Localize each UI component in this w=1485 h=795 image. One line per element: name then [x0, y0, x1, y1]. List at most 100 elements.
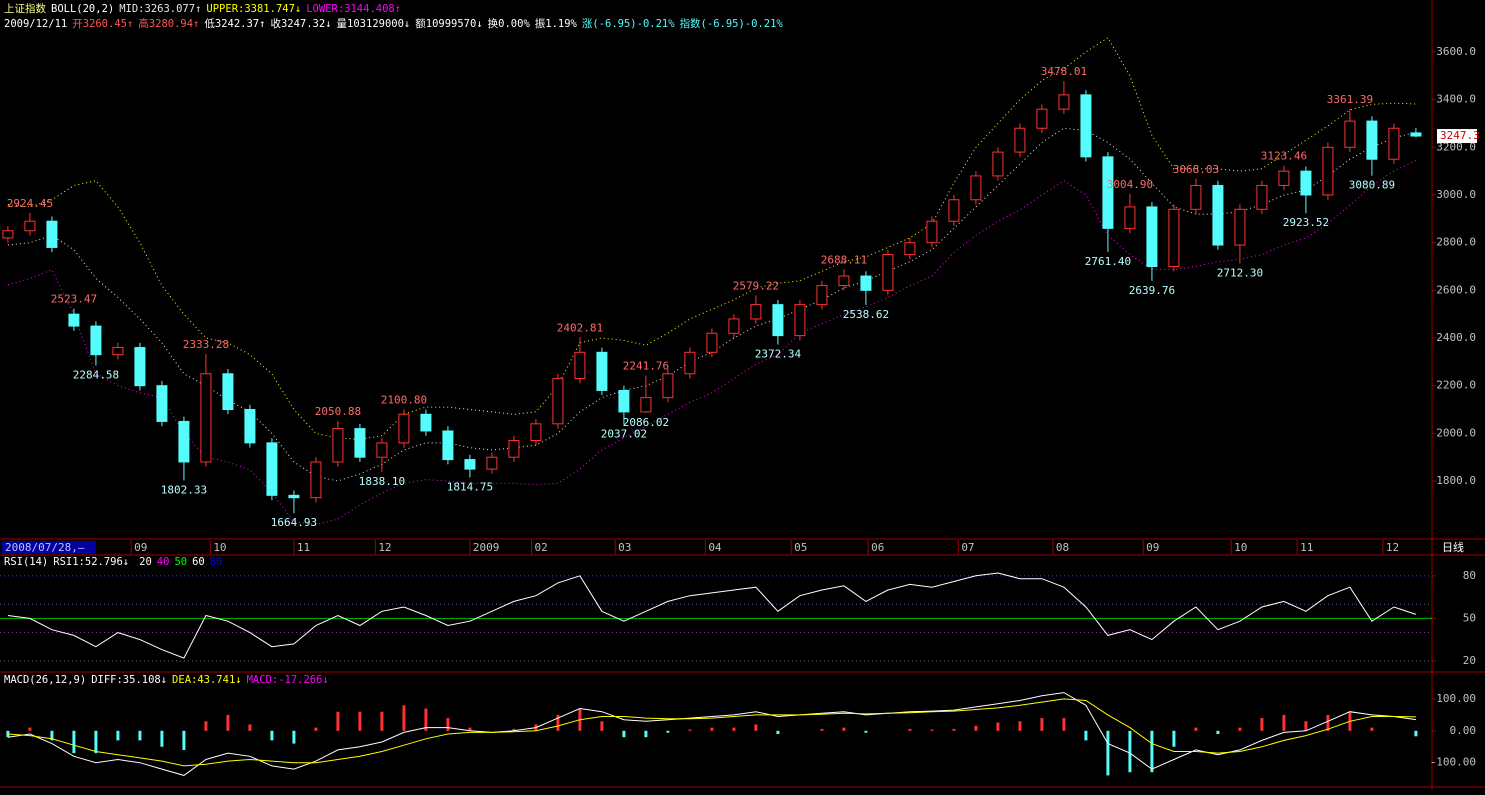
candle-body: [1124, 206, 1136, 229]
candle-body: [398, 413, 410, 444]
candle-body: [112, 347, 124, 356]
candle-body: [1344, 120, 1356, 148]
cursor-date: 2008/07/28,—: [5, 541, 85, 554]
high-label: 3478.01: [1041, 65, 1087, 78]
y-tick-label: 2200.0: [1436, 379, 1476, 392]
quote-field: 振1.19%: [534, 18, 577, 30]
x-tick-label: 2009: [473, 541, 500, 554]
candle-body: [772, 304, 784, 337]
high-label: 3068.03: [1173, 163, 1219, 176]
candle-body: [310, 461, 322, 499]
x-tick-label: 12: [1386, 541, 1399, 554]
period-label: 日线: [1442, 540, 1464, 554]
candle-body: [134, 347, 146, 387]
candle-body: [200, 373, 212, 463]
legend-entry: MID:3263.077↑: [119, 3, 202, 15]
levels: 20 40 50 60 80: [139, 556, 227, 568]
quote-field: 低3242.37↑: [204, 18, 266, 30]
quote-field: 2009/12/11: [4, 18, 68, 30]
x-tick-label: 04: [708, 541, 722, 554]
chart-title: 上证指数: [4, 3, 46, 15]
candle-body: [1058, 94, 1070, 110]
legend-entry: MACD:-17.266↓: [246, 674, 329, 686]
x-tick-label: 11: [297, 541, 310, 554]
candle-body: [1036, 108, 1048, 129]
quote-field: 收3247.32↓: [270, 18, 332, 30]
legend: RSI1:52.796↓: [53, 556, 134, 568]
high-label: 2402.81: [557, 321, 603, 334]
high-label: 2688.11: [821, 253, 867, 266]
y-tick-label: 2000.0: [1436, 426, 1476, 439]
legend: DIFF:35.108↓ DEA:43.741↓ MACD:-17.266↓: [91, 674, 334, 686]
candle-body: [222, 373, 234, 411]
y-tick-label: 3200.0: [1436, 140, 1476, 153]
x-tick-label: 03: [618, 541, 631, 554]
y-tick-label: 2400.0: [1436, 331, 1476, 344]
level-label: 80: [209, 556, 223, 568]
quote-field: 量103129000↓: [336, 18, 411, 30]
legend-entry: DEA:43.741↓: [172, 674, 242, 686]
candle-body: [1014, 127, 1026, 153]
high-label: 2241.76: [623, 360, 669, 373]
candle-body: [574, 351, 586, 380]
x-tick-label: 09: [1146, 541, 1159, 554]
candle-body: [970, 175, 982, 201]
x-tick-label: 11: [1300, 541, 1313, 554]
rsi-header: RSI(14) RSI1:52.796↓ 20 40 50 60 80: [4, 556, 232, 569]
y-tick-label: 2800.0: [1436, 236, 1476, 249]
y-tick-label: 100.00: [1436, 692, 1476, 705]
candle-body: [376, 442, 388, 458]
candle-body: [288, 494, 300, 499]
high-label: 3123.46: [1261, 150, 1307, 163]
candle-body: [904, 242, 916, 256]
candle-body: [1366, 120, 1378, 160]
candle-body: [838, 275, 850, 287]
y-tick-label: 3000.0: [1436, 188, 1476, 201]
candle-body: [266, 442, 278, 496]
main-header: 上证指数 BOLL(20,2) MID:3263.077↑ UPPER:3381.74…: [4, 3, 411, 16]
candle-body: [882, 254, 894, 291]
candle-body: [332, 428, 344, 463]
y-tick-label: 20: [1463, 654, 1476, 667]
candle-body: [794, 304, 806, 337]
macd-line: [7, 698, 1416, 767]
candle-body: [596, 351, 608, 391]
legend-entry: UPPER:3381.747↓: [206, 3, 302, 15]
level-label: 50: [174, 556, 188, 568]
candle-body: [860, 275, 872, 291]
candle-body: [1322, 146, 1334, 196]
low-label: 3080.89: [1349, 179, 1395, 192]
x-tick-label: 05: [794, 541, 807, 554]
candle-body: [244, 409, 256, 444]
low-label: 1664.93: [271, 516, 317, 529]
quote-info: 2009/12/11 开3260.45↑ 高3280.94↑ 低3242.37↑ 收32…: [4, 18, 788, 31]
quote-field: 开3260.45↑: [72, 18, 134, 30]
candle-body: [552, 378, 564, 425]
candle-body: [1080, 94, 1092, 158]
high-label: 2100.80: [381, 393, 427, 406]
quote-field: 高3280.94↑: [138, 18, 200, 30]
macd-line: [7, 692, 1416, 776]
x-tick-label: 02: [535, 541, 548, 554]
indicator-name: RSI(14): [4, 556, 49, 568]
legend-entry: DIFF:35.108↓: [91, 674, 168, 686]
candle-body: [1256, 184, 1268, 210]
high-label: 2333.28: [183, 338, 229, 351]
y-tick-label: 80: [1463, 569, 1476, 582]
boll-band: [7, 36, 1416, 440]
candle-body: [706, 332, 718, 353]
low-label: 2086.02: [623, 416, 669, 429]
low-label: 2538.62: [843, 308, 889, 321]
y-tick-label: 2600.0: [1436, 283, 1476, 296]
high-label: 3361.39: [1327, 93, 1373, 106]
rsi-line: [7, 572, 1417, 659]
high-label: 2050.88: [315, 405, 361, 418]
level-label: 20: [139, 556, 152, 568]
x-tick-label: 06: [871, 541, 884, 554]
candle-body: [442, 430, 454, 461]
candle-body: [662, 373, 674, 399]
candle-body: [1146, 206, 1158, 267]
candle-body: [926, 220, 938, 244]
